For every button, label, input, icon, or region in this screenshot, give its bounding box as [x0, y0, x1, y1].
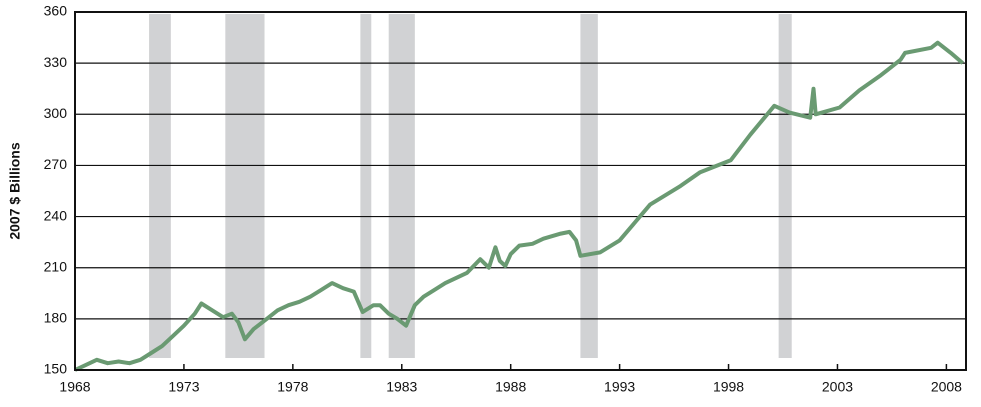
recession-band	[149, 14, 171, 358]
recession-band	[580, 14, 598, 358]
recession-band	[360, 14, 372, 358]
y-tick-label: 330	[44, 54, 68, 70]
recession-band	[388, 14, 415, 358]
y-axis-label: 2007 $ Billions	[7, 142, 23, 239]
x-tick-label: 1998	[713, 379, 744, 395]
y-tick-label: 300	[44, 105, 68, 121]
y-tick-label: 360	[44, 3, 68, 19]
x-tick-label: 1968	[59, 379, 90, 395]
x-tick-label: 1988	[495, 379, 526, 395]
x-tick-label: 2003	[822, 379, 853, 395]
x-tick-label: 1993	[604, 379, 635, 395]
x-tick-label: 1978	[277, 379, 308, 395]
y-tick-label: 150	[44, 361, 68, 377]
y-tick-label: 270	[44, 156, 68, 172]
x-tick-label: 2008	[931, 379, 962, 395]
x-tick-label: 1983	[386, 379, 417, 395]
y-tick-label: 180	[44, 310, 68, 326]
y-tick-label: 240	[44, 207, 68, 223]
y-tick-label: 210	[44, 258, 68, 274]
recession-band	[778, 14, 792, 358]
plot-frame	[74, 11, 967, 371]
recession-band	[225, 14, 265, 358]
data-line	[74, 40, 965, 372]
x-tick-label: 1973	[168, 379, 199, 395]
